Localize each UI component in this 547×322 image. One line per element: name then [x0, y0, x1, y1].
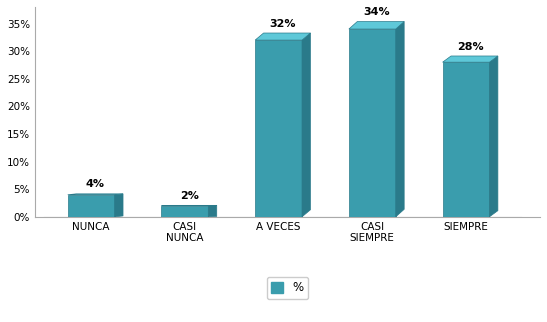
Text: 2%: 2%	[179, 191, 199, 201]
Polygon shape	[443, 56, 498, 62]
Polygon shape	[161, 205, 217, 206]
Polygon shape	[349, 22, 404, 29]
Text: 4%: 4%	[86, 179, 105, 189]
Polygon shape	[490, 56, 498, 217]
Bar	[349, 29, 395, 217]
Polygon shape	[302, 33, 311, 217]
Polygon shape	[208, 205, 217, 217]
Bar	[255, 40, 302, 217]
Text: 32%: 32%	[270, 19, 296, 29]
Polygon shape	[395, 22, 404, 217]
Legend: %: %	[266, 277, 309, 299]
Bar	[443, 62, 490, 217]
Text: 34%: 34%	[363, 7, 390, 17]
Polygon shape	[255, 33, 311, 40]
Bar	[161, 206, 208, 217]
Polygon shape	[114, 194, 123, 217]
Text: 28%: 28%	[457, 42, 484, 52]
Polygon shape	[68, 194, 123, 195]
Bar	[68, 195, 114, 217]
